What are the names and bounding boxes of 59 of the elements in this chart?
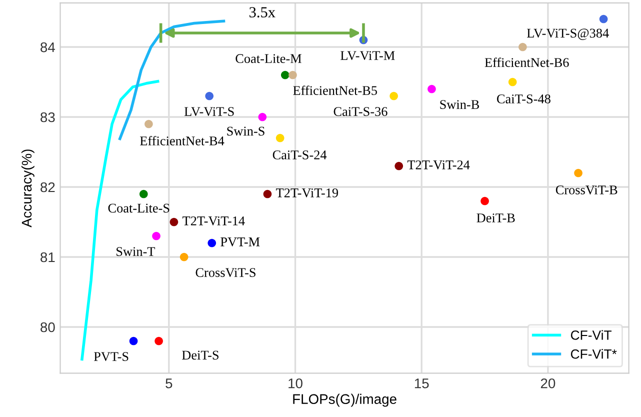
point <box>139 190 148 198</box>
series-label: EfficientNet-B4 <box>140 136 224 146</box>
point <box>288 70 297 80</box>
point <box>599 14 608 24</box>
x-tick-label: 5 <box>166 378 172 388</box>
series-label: DeiT-B <box>476 214 515 222</box>
series-label: Coat-Lite-M <box>236 54 302 64</box>
series-label: EfficientNet-B6 <box>484 58 569 67</box>
point <box>518 42 527 52</box>
series-label: DeiT-S <box>182 350 218 360</box>
series-label: Coat-Lite-S <box>108 204 170 213</box>
point <box>390 92 398 100</box>
series-label: CrossViT-S <box>196 268 256 278</box>
series-label: LV-ViT-S <box>184 107 234 116</box>
point <box>508 78 517 86</box>
series-label: PVT-M <box>220 238 260 246</box>
series-label: Swin-B <box>440 100 480 109</box>
series-label: T2T-ViT-24 <box>407 160 470 170</box>
y-tick-label: 84 <box>40 42 55 52</box>
point <box>263 190 272 198</box>
y-tick-label: 83 <box>40 112 55 122</box>
point <box>276 134 284 142</box>
series-label: EfficientNet-B5 <box>293 86 377 95</box>
point <box>152 232 160 240</box>
point <box>208 238 216 248</box>
x-tick-label: 10 <box>288 378 302 388</box>
point <box>574 168 582 178</box>
annotation: 3.5x <box>250 7 276 18</box>
y-tick-label: 81 <box>40 252 55 262</box>
series-label: Swin-T <box>116 247 156 256</box>
y-axis-title: Accuracy(%) <box>21 150 34 228</box>
point <box>428 84 436 94</box>
point <box>394 162 404 170</box>
point <box>154 336 163 346</box>
y-tick-label: 80 <box>40 322 55 332</box>
series-label: CrossViT-B <box>556 186 618 194</box>
point <box>170 218 178 226</box>
point <box>129 336 138 346</box>
point <box>144 120 153 128</box>
point <box>480 196 489 206</box>
series-label: CaiT-S-36 <box>334 107 388 116</box>
series-label: CaiT-S-24 <box>272 150 327 160</box>
legend-label: CF-ViT* <box>570 349 617 359</box>
point <box>180 252 188 262</box>
series-label: T2T-ViT-19 <box>276 188 338 198</box>
series-label: T2T-ViT-14 <box>182 216 245 226</box>
point <box>258 112 267 122</box>
point <box>205 92 214 100</box>
x-axis-title: FLOPs(G)/image <box>293 394 396 407</box>
point <box>280 70 290 80</box>
legend-label: CF-ViT <box>570 330 612 340</box>
series-label: PVT-S <box>94 352 128 362</box>
series-label: LV-ViT-S@384 <box>526 28 609 40</box>
series-label: LV-ViT-M <box>340 51 395 60</box>
x-tick-label: 20 <box>540 378 556 388</box>
series-label: Swin-S <box>227 126 264 136</box>
x-tick-label: 15 <box>414 378 429 388</box>
series-label: CaiT-S-48 <box>496 94 550 104</box>
y-tick-label: 82 <box>40 182 55 192</box>
